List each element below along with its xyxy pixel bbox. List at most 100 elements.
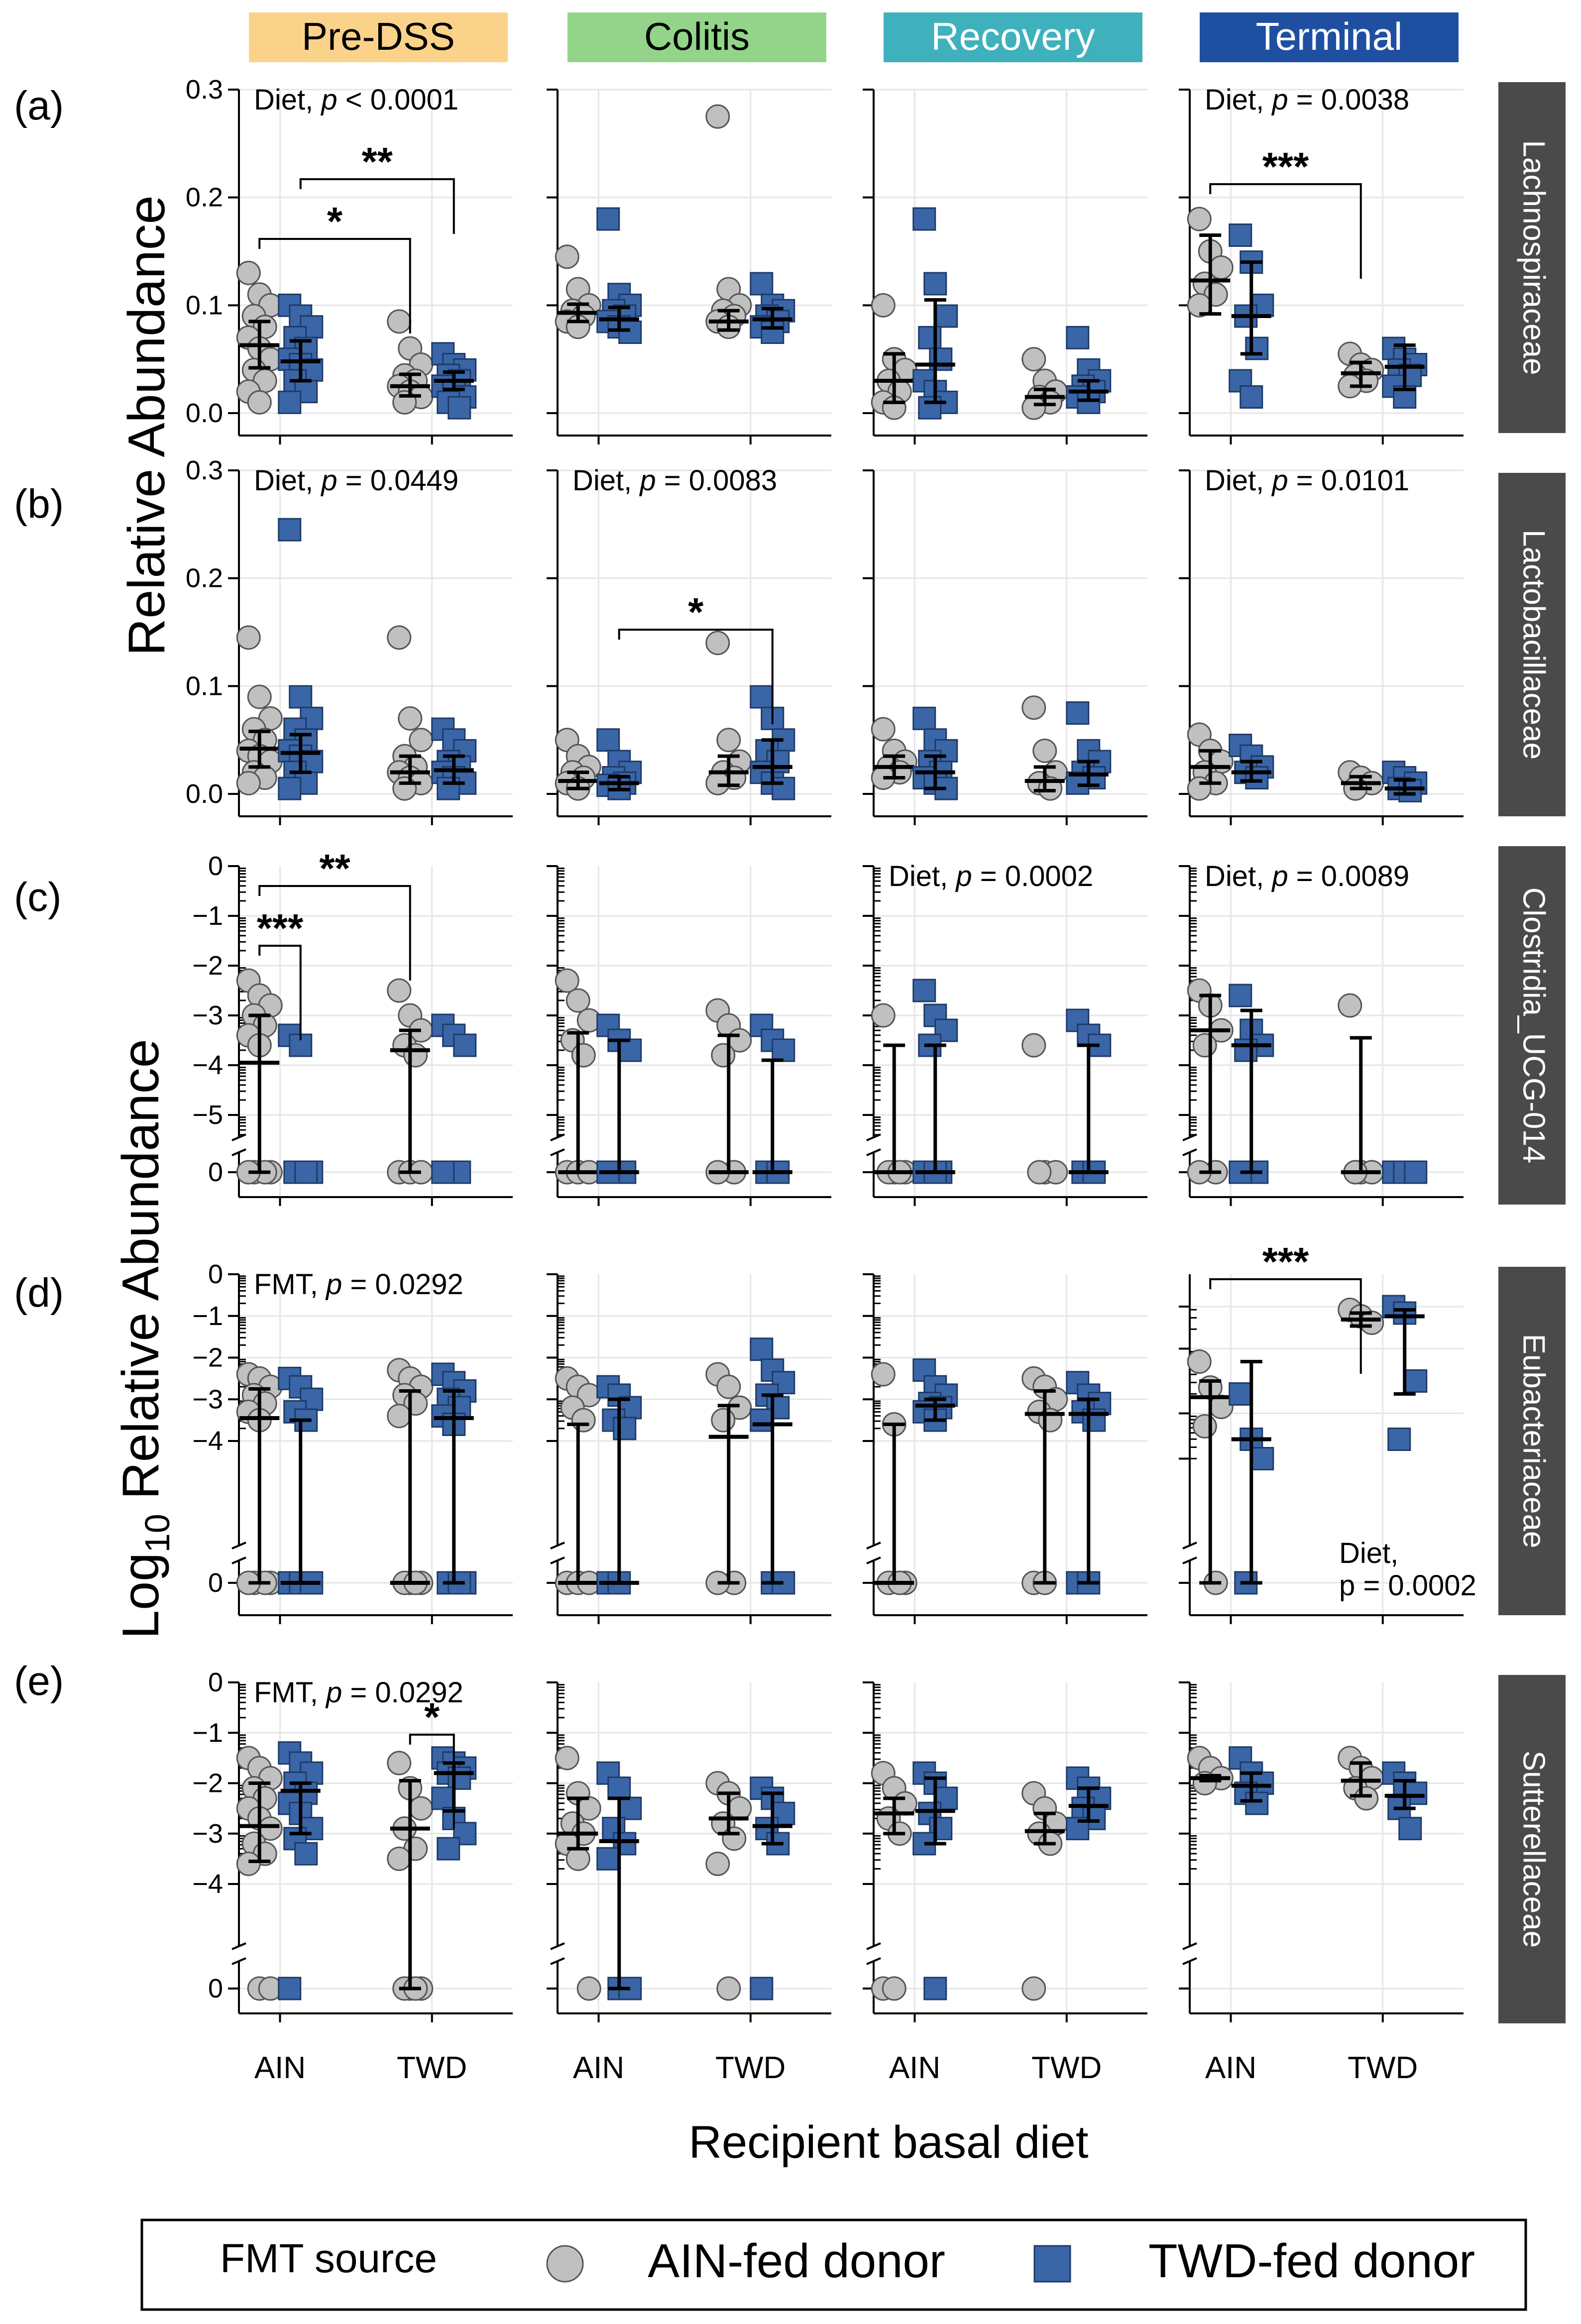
- twd-donor-point: [1250, 1447, 1274, 1470]
- axis-break: [866, 1942, 881, 1950]
- twd-donor-point: [912, 207, 936, 231]
- panel-lactobacillaceae-recovery: [863, 469, 1147, 825]
- y-tick-label: −1: [192, 901, 223, 931]
- twd-donor-point: [918, 326, 942, 349]
- taxon-strip-bg: [1498, 846, 1566, 1205]
- stage-header-label: Recovery: [931, 14, 1095, 58]
- ain-donor-point: [1021, 1033, 1046, 1058]
- x-tick-label: TWD: [715, 2051, 786, 2085]
- ain-donor-point: [1354, 1786, 1379, 1811]
- ain-donor-point: [247, 390, 272, 415]
- ain-donor-point: [236, 1852, 261, 1876]
- y-tick-label: −4: [192, 1426, 223, 1456]
- twd-donor-point: [1066, 326, 1090, 349]
- twd-donor-point: [772, 1038, 795, 1062]
- ain-donor-point: [1032, 738, 1057, 763]
- row-letter: (e): [14, 1659, 64, 1704]
- panel-lactobacillaceae-colitis: [547, 469, 831, 825]
- stage-header-recovery: Recovery: [884, 12, 1142, 62]
- y-tick-label: −2: [192, 1769, 223, 1798]
- taxon-strip: Eubacteriaceae: [1498, 1267, 1566, 1615]
- legend-box: [140, 2218, 1527, 2311]
- twd-donor-point: [750, 1977, 774, 2000]
- panel-clostridia-ucg-014-recovery: [863, 865, 1147, 1206]
- panel-lachnospiraceae-terminal: [1179, 89, 1464, 444]
- twd-donor-point: [1404, 1369, 1428, 1393]
- twd-donor-point: [772, 776, 795, 800]
- axis-break: [550, 1542, 565, 1549]
- y-tick-label: −3: [192, 1819, 223, 1849]
- stage-header-colitis: Colitis: [567, 12, 826, 62]
- stage-header-terminal: Terminal: [1200, 12, 1459, 62]
- ain-donor-point: [555, 244, 579, 269]
- stage-header-bg: [884, 12, 1142, 62]
- stat-annotation: Diet, p = 0.0038: [1205, 84, 1409, 116]
- twd-donor-point: [613, 1417, 637, 1440]
- x-tick-label: AIN: [573, 2051, 624, 2085]
- y-tick-label: 0.2: [186, 183, 223, 213]
- axis-break: [231, 1542, 246, 1549]
- twd-donor-point: [1404, 1160, 1428, 1184]
- panel-sutterellaceae-pre-dss: 0 −1 −2 −3 −4 0 AIN TWD: [192, 1667, 513, 2085]
- x-tick-label: TWD: [1348, 2051, 1418, 2085]
- axis-break: [1182, 1942, 1197, 1950]
- bracket-line: [1209, 1278, 1362, 1374]
- bracket-line: [258, 885, 411, 981]
- ain-donor-point: [387, 1404, 412, 1429]
- ain-donor-point: [711, 1408, 736, 1433]
- panel-clostridia-ucg-014-terminal: [1179, 865, 1464, 1206]
- twd-donor-point: [607, 1776, 631, 1800]
- axis-break: [1182, 1957, 1197, 1965]
- panel-eubacteriaceae-colitis: [547, 1273, 831, 1624]
- y-tick-label: −3: [192, 1384, 223, 1414]
- ain-donor-point: [555, 968, 579, 993]
- significance-bracket: *: [409, 1695, 455, 1829]
- axis-break: [550, 1957, 565, 1965]
- stage-header-bg: [567, 12, 826, 62]
- significance-bracket: *: [258, 199, 411, 333]
- row-letter: (d): [14, 1270, 64, 1316]
- panel-clostridia-ucg-014-pre-dss: 0 −1 −2 −3 −4 −5 0: [192, 851, 513, 1206]
- x-axis-title: Recipient basal diet: [689, 2117, 1089, 2168]
- ain-donor-point: [871, 717, 896, 742]
- stat-annotation: p = 0.0002: [1339, 1569, 1476, 1602]
- ain-donor-point: [705, 771, 730, 795]
- ain-donor-point: [576, 1976, 601, 2001]
- significance-bracket: **: [258, 846, 411, 981]
- twd-donor-point: [772, 1371, 795, 1395]
- y-tick-label: −1: [192, 1301, 223, 1331]
- ain-donor-point: [565, 1846, 590, 1871]
- twd-donor-point: [596, 1847, 620, 1871]
- legend-title: FMT source: [220, 2236, 437, 2281]
- significance-stars: *: [327, 199, 343, 243]
- twd-donor-point: [1066, 701, 1090, 725]
- significance-stars: ***: [1262, 1239, 1309, 1284]
- axis-break: [866, 1148, 881, 1156]
- stat-annotation: Diet, p = 0.0089: [1205, 860, 1409, 892]
- axis-break: [1182, 1148, 1197, 1156]
- y-tick-label: 0.3: [186, 75, 223, 105]
- twd-donor-point: [448, 1766, 471, 1790]
- ain-donor-point: [1021, 1976, 1046, 2001]
- taxon-strip-bg: [1498, 1267, 1566, 1615]
- x-tick-label: TWD: [397, 2051, 467, 2085]
- significance-stars: *: [424, 1695, 440, 1739]
- ain-donor-point: [1021, 695, 1046, 720]
- legend-ain-label: AIN-fed donor: [648, 2234, 945, 2288]
- ain-donor-point: [1192, 1033, 1217, 1058]
- y-tick-label: 0: [208, 1157, 223, 1187]
- stat-annotation: Diet, p < 0.0001: [254, 84, 458, 116]
- axis-break: [1182, 1542, 1197, 1549]
- y-tick-label: 0.0: [186, 779, 223, 809]
- twd-donor-point: [750, 1408, 774, 1432]
- twd-donor-point: [596, 207, 620, 231]
- twd-donor-point: [912, 706, 936, 730]
- y-tick-label: 0: [208, 1259, 223, 1289]
- y-tick-label: 0: [208, 1667, 223, 1697]
- ain-donor-point: [236, 771, 261, 795]
- twd-donor-point: [278, 776, 302, 800]
- panel-sutterellaceae-recovery: AIN TWD: [863, 1681, 1147, 2085]
- twd-donor-point: [918, 396, 942, 420]
- y-tick-label: −1: [192, 1718, 223, 1748]
- ain-donor-point: [571, 1043, 596, 1068]
